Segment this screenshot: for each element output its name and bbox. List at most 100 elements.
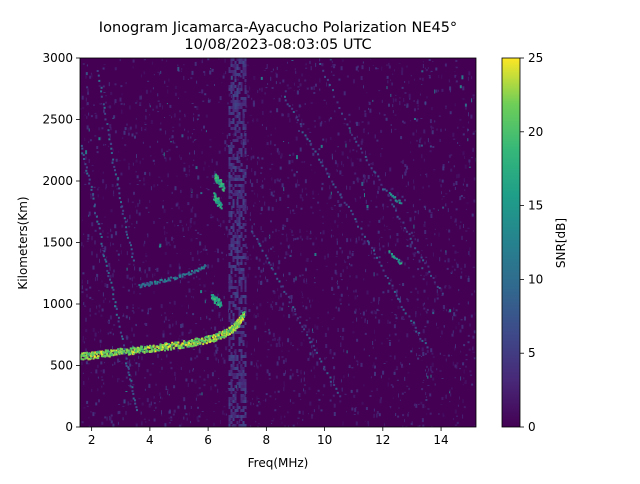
interference-cell — [238, 337, 241, 340]
noise-cell — [85, 288, 88, 291]
noise-cell — [257, 156, 259, 159]
noise-cell — [198, 427, 200, 430]
noise-cell — [110, 92, 113, 95]
trace-point — [271, 268, 274, 271]
noise-cell — [312, 197, 315, 199]
interference-cell — [236, 97, 239, 100]
trace-point — [130, 352, 133, 355]
trace-point — [98, 79, 101, 82]
trace-point — [106, 354, 109, 357]
noise-cell — [264, 237, 267, 242]
noise-cell — [387, 319, 389, 324]
trace-point — [218, 181, 220, 184]
noise-cell — [181, 423, 183, 427]
interference-cell — [242, 67, 245, 70]
noise-cell — [173, 385, 176, 389]
noise-cell — [184, 405, 186, 410]
noise-cell — [183, 162, 186, 164]
trace-point — [301, 131, 304, 134]
interference-cell — [238, 100, 241, 103]
interference-cell — [230, 112, 233, 115]
noise-cell — [276, 361, 279, 366]
trace-point — [281, 285, 284, 288]
noise-cell — [320, 232, 322, 235]
noise-cell — [356, 389, 359, 393]
interference-cell — [244, 412, 247, 415]
interference-cell — [238, 112, 241, 115]
trace-point — [104, 118, 107, 121]
trace-point — [112, 288, 115, 291]
noise-cell — [135, 124, 138, 129]
interference-cell — [232, 355, 235, 358]
noise-cell — [427, 272, 429, 275]
noise-cell — [143, 59, 146, 61]
noise-cell — [258, 411, 261, 415]
interference-cell — [228, 301, 231, 304]
interference-cell — [230, 286, 233, 289]
noise-cell — [220, 196, 222, 199]
noise-cell — [225, 338, 226, 340]
noise-cell — [237, 219, 240, 224]
interference-cell — [240, 376, 243, 379]
interference-cell — [228, 337, 231, 340]
noise-cell — [260, 172, 262, 174]
noise-cell — [139, 160, 141, 164]
noise-cell — [414, 216, 416, 221]
noise-cell — [475, 130, 476, 133]
noise-cell — [366, 179, 368, 183]
noise-cell — [451, 333, 454, 337]
noise-cell — [222, 326, 225, 330]
noise-cell — [455, 60, 458, 62]
noise-cell — [214, 275, 215, 277]
interference-cell — [234, 304, 237, 307]
noise-cell — [394, 314, 397, 316]
noise-cell — [132, 304, 134, 307]
noise-cell — [366, 205, 369, 208]
noise-cell — [410, 75, 412, 77]
trace-point — [212, 338, 215, 341]
interference-cell — [232, 157, 235, 160]
noise-cell — [272, 338, 274, 341]
noise-cell — [278, 180, 281, 182]
trace-point — [188, 273, 191, 276]
noise-cell — [85, 150, 88, 155]
noise-cell — [197, 419, 200, 422]
noise-cell — [131, 310, 134, 312]
interference-cell — [240, 106, 243, 109]
trace-point — [426, 346, 429, 349]
interference-cell — [230, 373, 233, 376]
trace-point — [360, 227, 363, 230]
noise-cell — [406, 333, 409, 338]
y-tick-label: 1000 — [42, 297, 73, 311]
noise-cell — [84, 305, 87, 307]
noise-cell — [407, 239, 409, 241]
trace-point — [145, 346, 148, 349]
noise-cell — [292, 152, 295, 156]
noise-cell — [288, 327, 290, 330]
noise-cell — [456, 415, 458, 417]
interference-cell — [236, 160, 239, 163]
noise-cell — [328, 196, 330, 200]
trace-point — [100, 352, 103, 355]
interference-cell — [236, 106, 239, 109]
noise-cell — [210, 386, 212, 391]
noise-cell — [355, 240, 358, 244]
interference-cell — [244, 136, 247, 139]
noise-cell — [286, 84, 289, 87]
noise-cell — [451, 387, 453, 390]
noise-cell — [150, 89, 152, 93]
noise-cell — [254, 348, 255, 352]
noise-cell — [401, 71, 404, 76]
noise-cell — [358, 106, 360, 110]
noise-cell — [341, 387, 343, 392]
trace-point — [164, 278, 166, 281]
trace-point — [394, 196, 397, 199]
interference-cell — [244, 277, 247, 280]
trace-point — [392, 255, 395, 258]
trace-point — [127, 367, 130, 370]
noise-cell — [412, 235, 415, 237]
noise-cell — [468, 121, 469, 124]
noise-cell — [88, 128, 90, 132]
noise-cell — [333, 412, 336, 416]
noise-cell — [308, 387, 311, 391]
